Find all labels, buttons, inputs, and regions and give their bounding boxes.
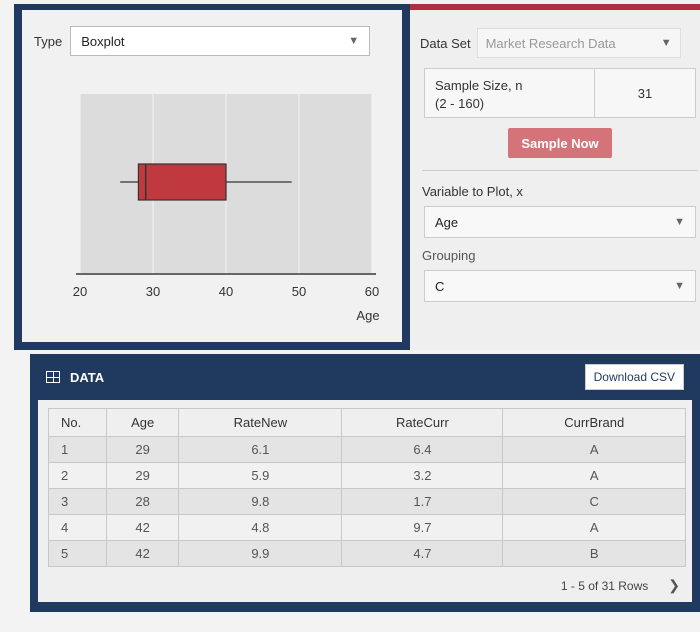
table-cell: 5.9 — [178, 462, 343, 489]
data-table: No. Age RateNew RateCurr CurrBrand 1 29 … — [48, 408, 686, 567]
table-cell: 42 — [105, 540, 180, 567]
sample-size-input[interactable]: 31 — [637, 85, 653, 101]
dataset-select[interactable]: Market Research Data ▼ — [476, 28, 681, 58]
plot-type-select[interactable]: Boxplot ▼ — [70, 26, 371, 56]
table-cell: 42 — [105, 514, 180, 541]
table-cell: 3 — [48, 488, 107, 515]
box — [137, 163, 227, 201]
x-tick-label: 30 — [146, 284, 160, 299]
sample-size-label-cell: Sample Size, n (2 - 160) — [425, 69, 595, 117]
column-header[interactable]: Age — [105, 408, 180, 437]
dataset-row: Data Set Market Research Data ▼ — [420, 28, 681, 58]
plot-type-value: Boxplot — [81, 33, 125, 49]
x-tick-label: 60 — [365, 284, 379, 299]
x-tick-label: 50 — [292, 284, 306, 299]
table-cell: 4.7 — [341, 540, 504, 567]
x-tick-label: 40 — [219, 284, 233, 299]
sample-size-label: Sample Size, n — [435, 78, 523, 93]
table-row: 4 42 4.8 9.7 A — [48, 514, 686, 541]
pagination-text: 1 - 5 of 31 Rows — [560, 578, 649, 593]
pagination: 1 - 5 of 31 Rows ❯ — [561, 577, 680, 594]
data-table-container: No. Age RateNew RateCurr CurrBrand 1 29 … — [38, 400, 692, 602]
grouping-label: Grouping — [422, 248, 476, 263]
boxplot-chart: 20 30 40 50 60 Age — [73, 94, 380, 323]
data-title-text: DATA — [70, 369, 105, 385]
table-row: 5 42 9.9 4.7 B — [48, 540, 686, 567]
download-csv-button[interactable]: Download CSV — [584, 364, 684, 390]
table-cell: 4.8 — [178, 514, 343, 541]
sample-size-range: (2 - 160) — [435, 96, 485, 111]
table-cell: A — [502, 462, 686, 489]
plot-panel: Type Boxplot ▼ 20 30 40 50 60 Age — [14, 4, 410, 350]
table-cell: A — [502, 514, 686, 541]
table-cell: 1.7 — [341, 488, 504, 515]
chevron-down-icon: ▼ — [674, 280, 685, 292]
table-cell: 6.1 — [178, 436, 343, 463]
table-cell: 29 — [105, 436, 180, 463]
variable-select[interactable]: Age ▼ — [424, 206, 696, 238]
dataset-label: Data Set — [420, 35, 471, 51]
x-tick-label: 20 — [73, 284, 87, 299]
variable-label: Variable to Plot, x — [422, 184, 523, 199]
table-cell: 9.9 — [178, 540, 343, 567]
column-header[interactable]: RateCurr — [341, 408, 504, 437]
data-panel: DATA Download CSV No. Age RateNew RateCu… — [30, 354, 700, 612]
table-cell: A — [502, 436, 686, 463]
table-cell: B — [502, 540, 686, 567]
control-panel: Data Set Market Research Data ▼ Sample S… — [410, 4, 700, 350]
table-row: 2 29 5.9 3.2 A — [48, 462, 686, 489]
table-cell: 4 — [48, 514, 107, 541]
column-header[interactable]: CurrBrand — [502, 408, 686, 437]
type-row: Type Boxplot ▼ — [34, 26, 371, 56]
table-header-row: No. Age RateNew RateCurr CurrBrand — [48, 408, 686, 437]
table-cell: 5 — [48, 540, 107, 567]
table-cell: C — [502, 488, 686, 515]
chevron-down-icon: ▼ — [674, 216, 685, 228]
table-grid-icon — [46, 371, 60, 383]
data-title: DATA — [46, 370, 104, 385]
table-cell: 6.4 — [341, 436, 504, 463]
column-header[interactable]: No. — [48, 408, 107, 437]
chevron-right-icon[interactable]: ❯ — [668, 577, 680, 593]
column-header[interactable]: RateNew — [178, 408, 343, 437]
table-cell: 3.2 — [341, 462, 504, 489]
grouping-value: C — [435, 278, 445, 294]
table-cell: 29 — [105, 462, 180, 489]
variable-value: Age — [435, 214, 459, 230]
data-header: DATA Download CSV — [38, 354, 692, 400]
chevron-down-icon: ▼ — [660, 37, 672, 49]
dataset-value: Market Research Data — [485, 35, 616, 51]
table-row: 3 28 9.8 1.7 C — [48, 488, 686, 515]
table-cell: 9.7 — [341, 514, 504, 541]
table-row: 1 29 6.1 6.4 A — [48, 436, 686, 463]
table-cell: 9.8 — [178, 488, 343, 515]
table-cell: 1 — [48, 436, 107, 463]
grouping-select[interactable]: C ▼ — [424, 270, 696, 302]
sample-now-button[interactable]: Sample Now — [508, 128, 612, 158]
x-axis-label: Age — [356, 308, 379, 323]
table-cell: 28 — [105, 488, 180, 515]
chevron-down-icon: ▼ — [348, 35, 360, 47]
divider — [422, 170, 698, 171]
sample-size-field: Sample Size, n (2 - 160) 31 — [424, 68, 696, 118]
table-cell: 2 — [48, 462, 107, 489]
type-label: Type — [34, 33, 63, 49]
